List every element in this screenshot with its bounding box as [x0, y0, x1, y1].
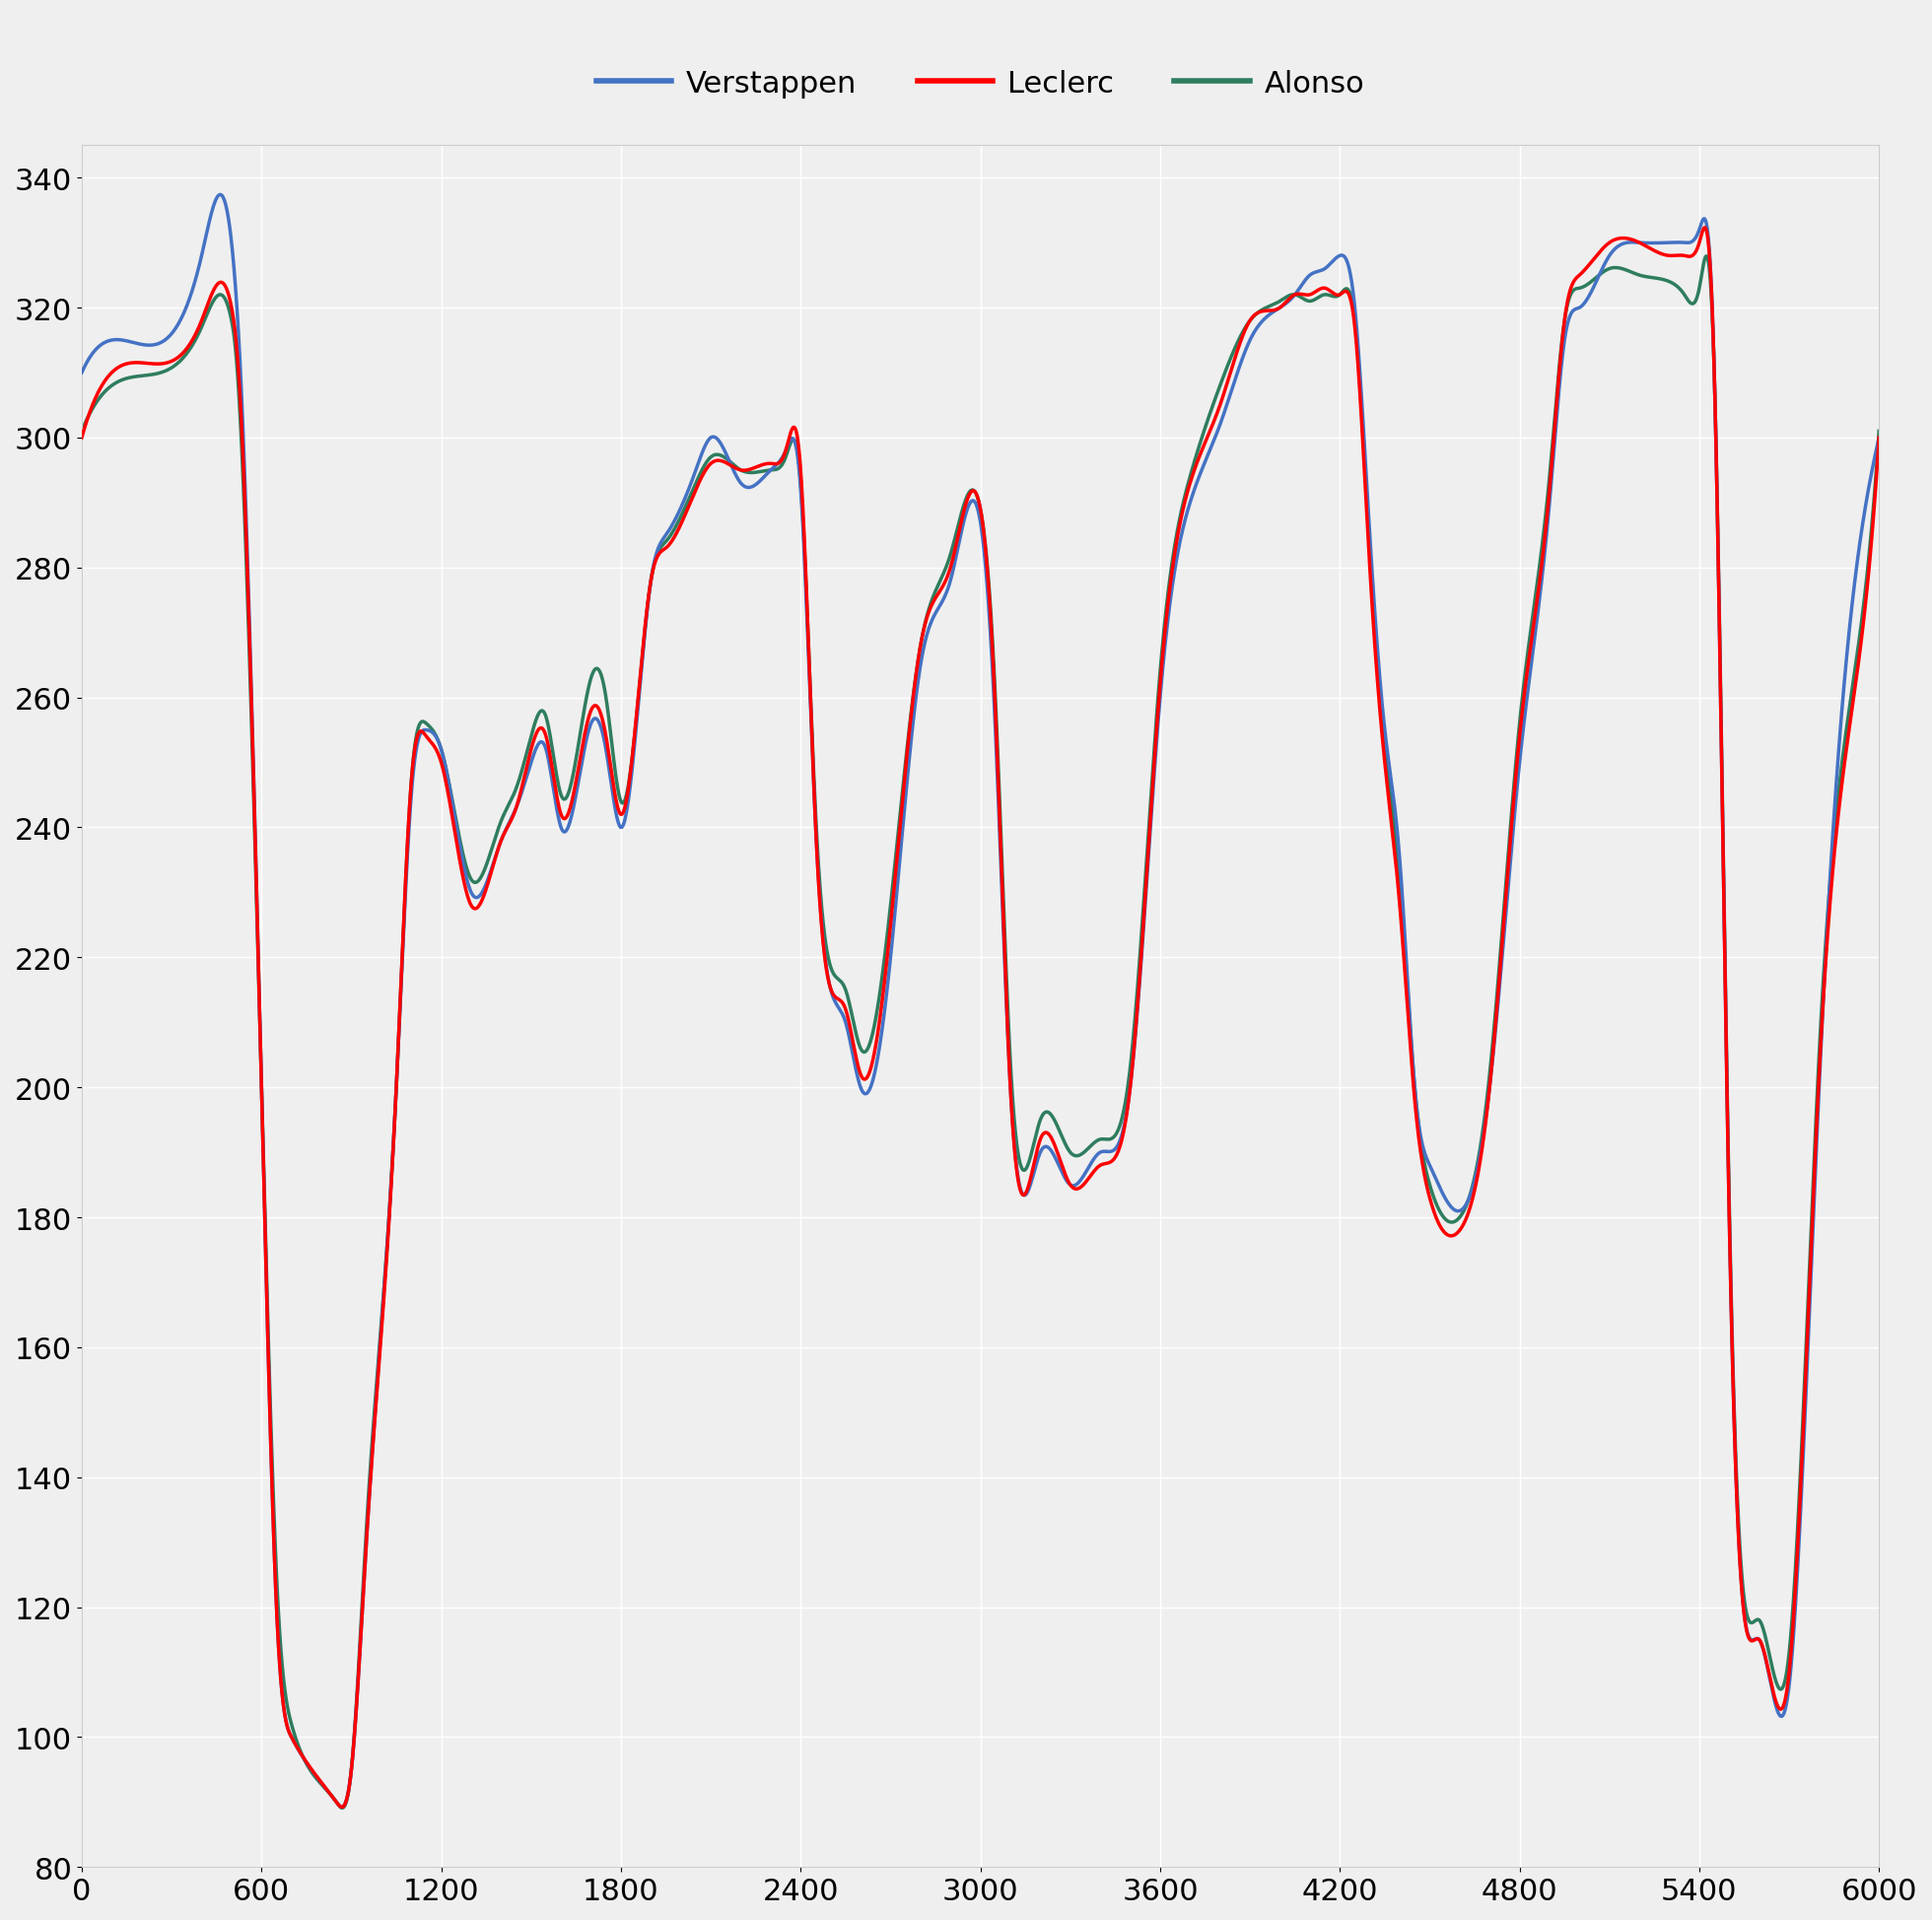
Verstappen: [497, 814, 520, 837]
Alonso: [1694, 246, 1718, 269]
Verstappen: [209, 184, 232, 207]
Alonso: [883, 854, 906, 877]
Verstappen: [330, 1795, 354, 1818]
Leclerc: [883, 872, 906, 895]
Leclerc: [1658, 246, 1681, 269]
Verstappen: [91, 332, 114, 355]
Alonso: [70, 420, 93, 444]
Leclerc: [497, 816, 520, 839]
Verstappen: [1658, 232, 1681, 255]
Verstappen: [1843, 576, 1866, 599]
Line: Alonso: Alonso: [81, 257, 1880, 1809]
Alonso: [330, 1797, 354, 1820]
Alonso: [1658, 271, 1681, 294]
Leclerc: [1868, 426, 1891, 449]
Leclerc: [1692, 217, 1716, 240]
Verstappen: [1422, 1162, 1445, 1185]
Alonso: [1420, 1183, 1443, 1206]
Line: Verstappen: Verstappen: [81, 196, 1880, 1807]
Leclerc: [1843, 684, 1866, 707]
Alonso: [91, 384, 114, 407]
Verstappen: [70, 361, 93, 384]
Verstappen: [1868, 426, 1891, 449]
Alonso: [1843, 664, 1866, 687]
Alonso: [497, 797, 520, 820]
Alonso: [1868, 420, 1891, 444]
Verstappen: [883, 900, 906, 924]
Line: Leclerc: Leclerc: [81, 228, 1880, 1807]
Leclerc: [91, 372, 114, 396]
Leclerc: [330, 1795, 354, 1818]
Leclerc: [1420, 1196, 1443, 1219]
Legend: Verstappen, Leclerc, Alonso: Verstappen, Leclerc, Alonso: [583, 58, 1378, 111]
Leclerc: [70, 426, 93, 449]
